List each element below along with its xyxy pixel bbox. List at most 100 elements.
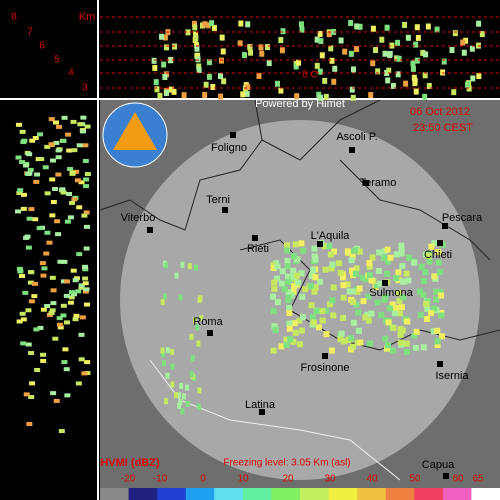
echo xyxy=(362,314,369,321)
echo xyxy=(44,304,51,309)
echo xyxy=(299,314,306,321)
echo xyxy=(46,313,53,318)
echo xyxy=(286,325,293,332)
echo xyxy=(326,243,333,250)
echo xyxy=(247,44,253,51)
echo xyxy=(428,310,435,317)
echo xyxy=(368,310,375,317)
echo xyxy=(27,280,34,285)
echo xyxy=(391,310,398,317)
echo xyxy=(174,392,179,399)
echo xyxy=(15,122,22,127)
echo xyxy=(48,117,55,122)
city-label: L'Aquila xyxy=(311,230,351,242)
echo xyxy=(434,327,441,334)
echo xyxy=(28,395,35,400)
echo xyxy=(48,310,55,315)
echo xyxy=(278,87,284,94)
echo xyxy=(73,313,80,318)
echo xyxy=(340,282,347,289)
echo xyxy=(291,252,298,259)
echo xyxy=(57,259,64,264)
echo xyxy=(19,160,26,165)
echo xyxy=(196,63,202,70)
border xyxy=(261,99,381,161)
city-label: Roma xyxy=(193,316,223,328)
echo xyxy=(329,57,335,64)
echo xyxy=(440,69,446,76)
echo xyxy=(309,267,316,274)
echo xyxy=(350,319,357,326)
echo xyxy=(323,93,329,100)
echo xyxy=(194,45,200,52)
city-marker xyxy=(230,132,236,138)
echo xyxy=(221,78,227,85)
echo xyxy=(346,288,353,295)
echo xyxy=(356,285,363,292)
height-unit: Km xyxy=(79,11,96,23)
echo xyxy=(54,219,61,224)
echo xyxy=(434,341,441,348)
echo xyxy=(60,313,67,318)
echo xyxy=(17,269,24,274)
echo xyxy=(413,41,419,48)
echo xyxy=(389,301,396,308)
echo xyxy=(211,24,217,31)
echo xyxy=(405,277,412,284)
echo xyxy=(202,21,208,28)
echo xyxy=(312,256,319,263)
echo xyxy=(72,317,79,322)
echo xyxy=(412,344,419,351)
freezing-level: Freezing level: 3.05 Km (asl) xyxy=(223,458,350,469)
echo xyxy=(328,45,334,52)
echo xyxy=(353,301,360,308)
echo xyxy=(209,20,215,27)
echo xyxy=(294,256,301,263)
echo xyxy=(330,284,337,291)
echo xyxy=(425,252,432,259)
echo xyxy=(397,331,404,338)
echo xyxy=(393,251,400,258)
echo xyxy=(368,92,374,99)
echo xyxy=(274,263,281,270)
echo xyxy=(422,93,428,100)
echo xyxy=(165,372,170,379)
echo xyxy=(272,327,279,334)
echo xyxy=(83,246,90,251)
echo xyxy=(284,257,291,264)
echo xyxy=(290,274,297,281)
echo xyxy=(283,341,290,348)
echo xyxy=(285,294,292,301)
echo xyxy=(336,260,343,267)
colorbar-cell xyxy=(300,488,330,500)
echo xyxy=(162,34,168,41)
echo xyxy=(49,177,56,182)
echo xyxy=(438,312,445,319)
echo xyxy=(410,60,416,67)
city-label: Sulmona xyxy=(369,287,413,299)
echo xyxy=(396,55,402,62)
height-label: 7 xyxy=(27,27,33,38)
echo xyxy=(67,300,74,305)
echo xyxy=(66,191,73,196)
echo xyxy=(377,280,384,287)
echo xyxy=(161,61,167,68)
echo xyxy=(326,31,332,38)
echo xyxy=(321,243,328,250)
echo xyxy=(56,322,63,327)
echo xyxy=(415,34,421,41)
echo xyxy=(61,259,68,264)
echo xyxy=(202,91,208,98)
echo xyxy=(55,155,62,160)
echo xyxy=(331,78,337,85)
echo xyxy=(161,360,166,367)
echo xyxy=(28,207,35,212)
echo xyxy=(38,157,45,162)
echo xyxy=(50,158,57,163)
echo xyxy=(280,28,286,35)
echo xyxy=(290,267,297,274)
echo xyxy=(349,86,355,93)
echo xyxy=(278,37,284,44)
echo xyxy=(403,349,410,356)
echo xyxy=(329,297,336,304)
